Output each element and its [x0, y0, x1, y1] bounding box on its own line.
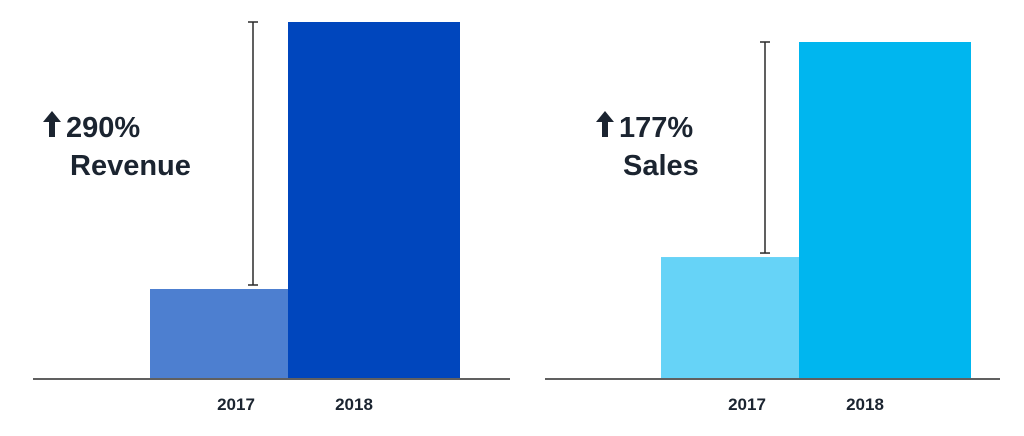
x-tick-label-2017: 2017 [728, 395, 766, 414]
x-tick-label-2018: 2018 [335, 395, 373, 414]
growth-percent-2: 177% [619, 112, 693, 144]
x-tick-label-2018: 2018 [846, 395, 884, 414]
x-tick-label-2017: 2017 [217, 395, 255, 414]
arrow-up-icon [43, 111, 61, 137]
arrow-up-icon [596, 111, 614, 137]
bar-revenue-2018 [288, 22, 460, 378]
bar-sales-2018 [799, 42, 971, 378]
metric-label-2: Sales [623, 150, 699, 182]
growth-percent-1: 290% [66, 112, 140, 144]
metric-label-1: Revenue [70, 150, 191, 182]
